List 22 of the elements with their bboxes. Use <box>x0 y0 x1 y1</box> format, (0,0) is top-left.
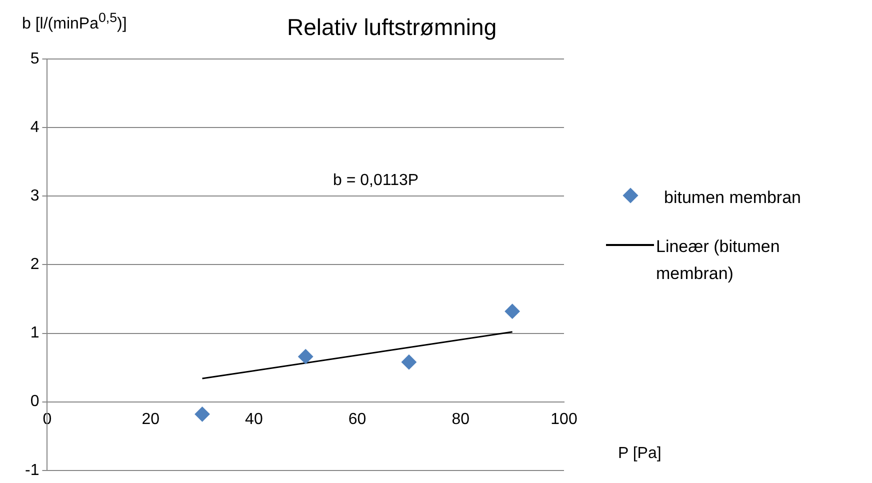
x-tick-label: 80 <box>452 410 470 428</box>
x-tick-label: 40 <box>245 410 263 428</box>
point <box>194 406 210 422</box>
x-tick-label: 20 <box>142 410 160 428</box>
legend-label: Lineær (bitumen membran) <box>656 236 781 285</box>
y-tick-label: 2 <box>30 256 40 274</box>
annotation: b = 0,0113P <box>333 172 419 190</box>
x-axis-title: P [Pa] <box>618 445 662 463</box>
point <box>504 304 520 319</box>
point <box>298 349 314 364</box>
y-axis-title: b [l/(minPa$^{0,5}$)] <box>22 10 127 34</box>
y-tick-label: 3 <box>30 188 40 205</box>
y-tick-label: 0 <box>30 393 40 410</box>
y-tick-label: 4 <box>30 118 40 136</box>
x-tick-label: 60 <box>348 410 366 428</box>
chart-title: Relativ luftstrømning <box>287 14 497 41</box>
point <box>401 354 416 370</box>
x-tick-label: 100 <box>550 410 578 428</box>
y-tick-label: 5 <box>30 50 40 68</box>
y-tick-label: 1 <box>30 324 40 342</box>
y-tick-label: -1 <box>24 462 40 479</box>
legend-label: bitumen membran <box>664 187 802 209</box>
